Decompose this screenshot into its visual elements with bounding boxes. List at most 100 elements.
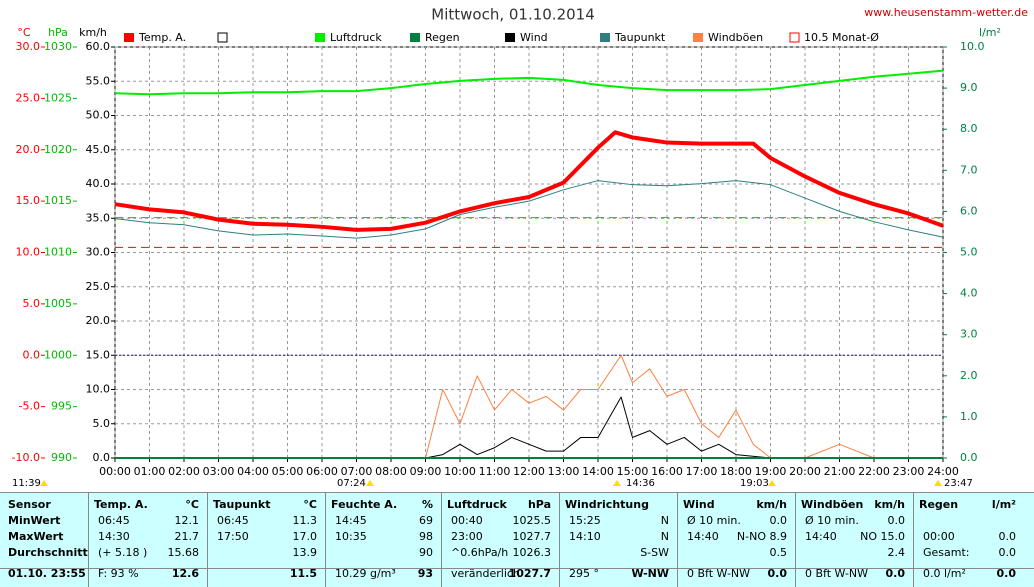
axis-unit: l/m² [979, 26, 1001, 39]
y-tick-label: 30.0 [86, 246, 111, 259]
cell-text: 11.5 [289, 567, 317, 580]
x-tick-label: 07:00 [341, 465, 373, 478]
cell-text: F: 93 % [98, 567, 139, 580]
cell-border [88, 492, 89, 587]
legend-label: Wind [520, 31, 548, 44]
y-tick-label: 1.0 [960, 410, 978, 423]
axis-unit: km/h [79, 26, 107, 39]
cell-text: °C [185, 498, 199, 511]
legend-swatch [505, 33, 515, 42]
cell-text: 06:45 [98, 514, 130, 527]
cell-text: Gesamt: [923, 546, 970, 559]
cell-text: 0.0 l/m² [923, 567, 966, 580]
cell-text: 12.1 [174, 514, 200, 527]
legend-label: Luftdruck [330, 31, 382, 44]
annotation: 07:24 [337, 478, 366, 489]
x-tick-label: 09:00 [410, 465, 442, 478]
cell-text: 11.3 [292, 514, 318, 527]
axis-unit: hPa [48, 26, 68, 39]
cell-text: 0.0 [996, 567, 1017, 580]
legend-swatch [315, 33, 325, 42]
sun-marker [40, 480, 48, 486]
x-tick-label: 01:00 [134, 465, 166, 478]
cell-text: Durchschnitt [8, 546, 88, 559]
cell-text: Sensor [8, 498, 51, 511]
sun-marker [366, 480, 374, 486]
cell-text: 0.5 [769, 546, 788, 559]
x-tick-label: 13:00 [548, 465, 580, 478]
y-tick-label: 0.0 [23, 348, 41, 361]
y-tick-label: 10.0 [16, 246, 41, 259]
cell-text: MaxWert [8, 530, 64, 543]
legend-swatch [124, 33, 134, 42]
x-tick-label: 10:00 [444, 465, 476, 478]
x-tick-label: 00:00 [99, 465, 131, 478]
cell-text: 0.0 [769, 514, 788, 527]
y-tick-label: 40.0 [86, 177, 111, 190]
y-tick-label: 55.0 [86, 74, 111, 87]
cell-text: 0.0 [887, 514, 906, 527]
y-tick-label: 990 [51, 451, 72, 464]
y-tick-label: 0.0 [93, 451, 111, 464]
cell-text: 0.0 [767, 567, 788, 580]
chart: Mittwoch, 01.10.2014 www.heusenstamm-wet… [12, 6, 1029, 490]
y-tick-label: 1000 [44, 348, 72, 361]
cell-text: 06:45 [217, 514, 249, 527]
y-tick-label: 5.0 [960, 246, 978, 259]
cell-text: l/m² [991, 498, 1016, 511]
cell-text: Windböen [801, 498, 864, 511]
cell-text: (+ 5.18 ) [98, 546, 148, 559]
cell-text: 1026.3 [512, 546, 552, 559]
cell-border [441, 492, 442, 587]
sun-marker [613, 480, 621, 486]
cell-text: 98 [419, 530, 433, 543]
legend-label: 10.5 Monat-Ø [804, 31, 879, 44]
cell-text: 14:40 [805, 530, 837, 543]
y-tick-label: 1020 [44, 143, 72, 156]
cell-text: 1027.7 [508, 567, 551, 580]
cell-text: N [660, 530, 669, 543]
cell-text: 93 [417, 567, 433, 580]
y-tick-label: 1015 [44, 194, 72, 207]
series-line [114, 69, 944, 96]
x-tick-label: 03:00 [203, 465, 235, 478]
cell-text: S-SW [640, 546, 669, 559]
y-tick-label: 25.0 [16, 91, 41, 104]
cell-text: % [421, 498, 433, 511]
x-tick-label: 24:00 [927, 465, 959, 478]
cell-text: W-NW [631, 567, 669, 580]
annotation: 19:03 [740, 478, 769, 489]
y-tick-label: -5.0 [19, 400, 40, 413]
series-line [114, 180, 944, 239]
x-tick-label: 19:00 [755, 465, 787, 478]
x-tick-label: 23:00 [893, 465, 925, 478]
cell-text: N [660, 514, 669, 527]
y-tick-label: 995 [51, 400, 72, 413]
cell-border [0, 492, 1034, 493]
cell-text: Luftdruck [447, 498, 507, 511]
cell-text: 00:40 [451, 514, 483, 527]
table: Sensor MinWert MaxWert Durchschnitt 01.10. 2… [0, 492, 1034, 587]
x-tick-label: 04:00 [237, 465, 269, 478]
legend-label: Temp. A. [138, 31, 186, 44]
legend-swatch [693, 33, 703, 42]
cell-border [795, 492, 796, 587]
cell-text: 10.29 g/m³ [335, 567, 396, 580]
y-tick-label: 1005 [44, 297, 72, 310]
cell-border [913, 492, 914, 587]
y-tick-label: 8.0 [960, 122, 978, 135]
cell-text: NO 15.0 [860, 530, 905, 543]
x-tick-label: 22:00 [858, 465, 890, 478]
cell-text: 0 Bft W-NW [687, 567, 751, 580]
legend-label: Windböen [708, 31, 763, 44]
cell-text: 21.7 [174, 530, 200, 543]
legend-label: Taupunkt [614, 31, 666, 44]
y-tick-label: 3.0 [960, 328, 978, 341]
legend-swatch [600, 33, 610, 42]
x-tick-label: 17:00 [686, 465, 718, 478]
cell-text: 17:50 [217, 530, 249, 543]
cell-border [0, 568, 1034, 569]
x-tick-label: 20:00 [789, 465, 821, 478]
cell-text: Windrichtung [565, 498, 649, 511]
y-tick-label: 9.0 [960, 81, 978, 94]
